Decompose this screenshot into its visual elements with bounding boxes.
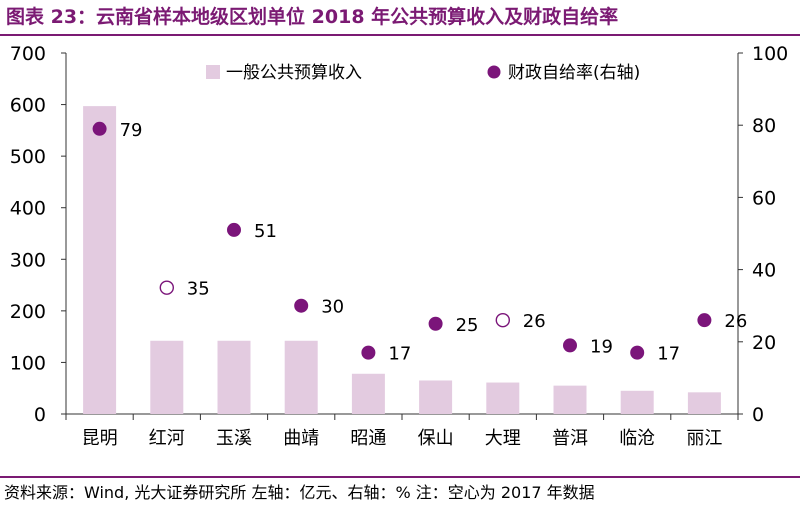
bar — [83, 106, 117, 415]
legend-label-dot: 财政自给率(右轴) — [508, 63, 640, 83]
right-axis-tick-label: 100 — [752, 43, 788, 65]
data-point — [697, 313, 712, 328]
bar — [351, 373, 385, 414]
data-point — [294, 298, 309, 313]
legend-swatch-bar — [206, 65, 220, 79]
data-label: 26 — [724, 311, 747, 332]
legend-label-bar: 一般公共预算收入 — [226, 63, 362, 83]
x-axis-tick-label: 曲靖 — [283, 428, 319, 449]
data-label: 19 — [590, 336, 613, 357]
x-axis-tick-label: 昆明 — [82, 428, 118, 449]
left-axis-tick-label: 600 — [10, 95, 46, 117]
figure-title: 图表 23：云南省样本地级区划单位 2018 年公共预算收入及财政自给率 — [6, 6, 619, 28]
x-axis-tick-label: 保山 — [418, 428, 454, 449]
x-axis-tick-label: 普洱 — [552, 428, 588, 449]
right-axis-tick-label: 80 — [752, 115, 776, 137]
left-axis-tick-label: 0 — [34, 404, 46, 426]
data-label: 17 — [388, 344, 411, 365]
left-axis-tick-label: 700 — [10, 43, 46, 65]
x-axis-tick-label: 丽江 — [686, 428, 722, 449]
right-axis-tick-label: 60 — [752, 187, 776, 209]
x-axis-tick-label: 玉溪 — [216, 428, 252, 449]
bar — [419, 380, 453, 414]
footer-rule — [0, 476, 800, 478]
title-rule — [0, 34, 800, 36]
data-label: 25 — [456, 315, 479, 336]
bar — [217, 340, 251, 414]
right-axis-tick-label: 0 — [752, 404, 764, 426]
bar — [486, 382, 520, 414]
data-point — [563, 338, 577, 353]
data-point — [361, 345, 376, 360]
bar — [687, 392, 721, 414]
data-point — [227, 222, 241, 237]
left-axis-tick-label: 200 — [10, 301, 46, 323]
bar — [284, 340, 318, 414]
source-note: 资料来源：Wind, 光大证券研究所 左轴：亿元、右轴：% 注：空心为 2017… — [4, 483, 595, 502]
data-label: 26 — [523, 311, 546, 332]
left-axis-tick-label: 100 — [10, 352, 46, 374]
bar — [150, 340, 184, 414]
data-point-hollow — [159, 280, 175, 295]
data-point-hollow — [495, 312, 510, 328]
x-axis-tick-label: 临沧 — [619, 428, 655, 449]
x-axis-tick-label: 昭通 — [350, 428, 386, 449]
legend-swatch-dot — [487, 65, 501, 79]
data-label: 51 — [254, 221, 277, 242]
x-axis-tick-label: 红河 — [149, 428, 185, 449]
chart: 0 100 200 300 400 500 600 700 0 20 40 60 80 100 昆明 红河 玉溪… — [10, 43, 789, 449]
data-label: 35 — [187, 279, 210, 300]
data-label: 17 — [657, 344, 680, 365]
data-point — [630, 345, 645, 360]
bar — [620, 390, 654, 414]
x-axis-tick-label: 大理 — [485, 428, 521, 449]
left-axis-tick-label: 300 — [10, 249, 46, 271]
bar — [553, 385, 587, 414]
data-point — [428, 316, 443, 331]
data-label: 79 — [120, 120, 143, 141]
left-axis-tick-label: 500 — [10, 146, 46, 168]
right-axis-tick-label: 20 — [752, 332, 776, 354]
right-axis-tick-label: 40 — [752, 260, 776, 282]
left-axis-tick-label: 400 — [10, 198, 46, 220]
data-point — [92, 121, 107, 136]
data-label: 30 — [321, 297, 344, 318]
